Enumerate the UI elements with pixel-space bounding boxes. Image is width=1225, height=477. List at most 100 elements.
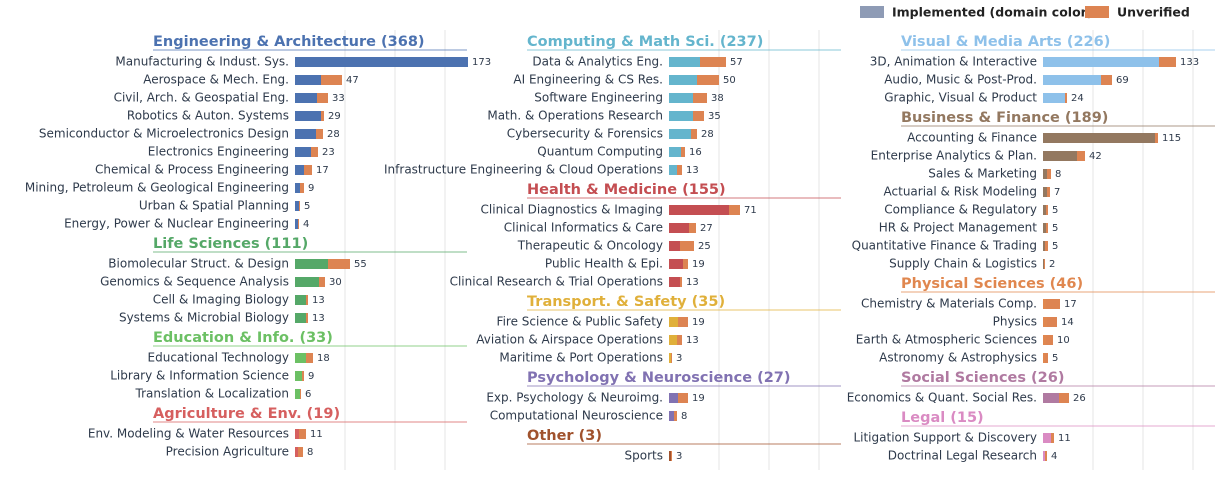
bar-unverified (298, 219, 299, 229)
total-label: 19 (692, 393, 705, 404)
category-label: Systems & Microbial Biology (119, 311, 289, 325)
category-label: Translation & Localization (135, 387, 289, 401)
total-label: 19 (692, 317, 705, 328)
bar-unverified (311, 147, 318, 157)
total-label: 3 (676, 451, 682, 462)
bar-implemented (295, 313, 306, 323)
category-label: Accounting & Finance (907, 131, 1037, 145)
total-label: 9 (308, 371, 314, 382)
category-label: Public Health & Epi. (545, 257, 663, 271)
total-label: 25 (698, 241, 711, 252)
bar-implemented (1043, 205, 1046, 215)
category-label: Computational Neuroscience (490, 409, 663, 423)
bar-implemented (295, 111, 321, 121)
bar-implemented (669, 317, 678, 327)
bar-unverified (304, 165, 312, 175)
total-label: 13 (686, 335, 699, 346)
category-label: Manufacturing & Indust. Sys. (115, 55, 289, 69)
total-label: 47 (346, 75, 359, 86)
bar-implemented (295, 353, 306, 363)
bar-unverified (689, 223, 696, 233)
bar-implemented (669, 411, 674, 421)
total-label: 115 (1162, 133, 1181, 144)
bar-implemented (669, 147, 681, 157)
bar-implemented (295, 371, 302, 381)
group-title: Life Sciences (111) (153, 236, 308, 252)
bar-implemented (1043, 299, 1046, 309)
total-label: 133 (1180, 57, 1199, 68)
bar-unverified (693, 111, 704, 121)
bar-implemented (669, 57, 700, 67)
category-label: Exp. Psychology & Neuroimg. (486, 391, 663, 405)
category-label: Supply Chain & Logistics (889, 257, 1037, 271)
bar-implemented (295, 201, 299, 211)
total-label: 27 (700, 223, 713, 234)
bar-unverified (1046, 299, 1060, 309)
total-label: 69 (1116, 75, 1129, 86)
bar-unverified (677, 165, 682, 175)
bar-implemented (669, 93, 693, 103)
category-label: Software Engineering (534, 91, 663, 105)
bar-unverified (1044, 259, 1045, 269)
category-label: Fire Science & Public Safety (497, 315, 663, 329)
category-label: Chemistry & Materials Comp. (861, 297, 1037, 311)
bar-implemented (1043, 353, 1045, 363)
bar-unverified (1159, 57, 1176, 67)
legend-swatch (860, 6, 884, 18)
category-label: Cybersecurity & Forensics (507, 127, 663, 141)
group-title: Legal (15) (901, 410, 984, 426)
bar-implemented (669, 223, 689, 233)
bar-implemented (669, 111, 693, 121)
total-label: 13 (312, 295, 325, 306)
bar-implemented (1043, 393, 1059, 403)
bar-implemented (669, 335, 677, 345)
category-label: Economics & Quant. Social Res. (847, 391, 1037, 405)
category-label: Math. & Operations Research (487, 109, 663, 123)
bar-unverified (677, 335, 682, 345)
category-label: Energy, Power & Nuclear Engineering (64, 217, 289, 231)
category-label: Semiconductor & Microelectronics Design (39, 127, 289, 141)
category-label: Astronomy & Astrophysics (879, 351, 1037, 365)
bar-implemented (295, 183, 300, 193)
bar-implemented (1043, 335, 1046, 345)
bar-unverified (697, 75, 719, 85)
category-label: Library & Information Science (110, 369, 289, 383)
bar-implemented (295, 93, 317, 103)
bar-unverified (319, 277, 325, 287)
group-title: Other (3) (527, 428, 602, 444)
bar-unverified (1051, 433, 1054, 443)
total-label: 23 (322, 147, 335, 158)
bar-implemented (1043, 57, 1159, 67)
category-label: 3D, Animation & Interactive (870, 55, 1037, 69)
group-title: Social Sciences (26) (901, 370, 1064, 386)
category-label: Infrastructure Engineering & Cloud Opera… (384, 163, 663, 177)
category-label: Enterprise Analytics & Plan. (871, 149, 1037, 163)
group-title: Health & Medicine (155) (527, 182, 726, 198)
bar-implemented (295, 57, 468, 67)
bar-implemented (295, 429, 299, 439)
bar-implemented (295, 277, 319, 287)
category-label: Compliance & Regulatory (884, 203, 1037, 217)
bar-unverified (1045, 241, 1048, 251)
bar-unverified (674, 411, 677, 421)
total-label: 8 (681, 411, 687, 422)
category-label: Env. Modeling & Water Resources (88, 427, 289, 441)
bar-implemented (295, 295, 306, 305)
bar-implemented (1043, 259, 1044, 269)
bar-unverified (1101, 75, 1112, 85)
category-label: Physics (993, 315, 1037, 329)
category-label: Aerospace & Mech. Eng. (143, 73, 289, 87)
total-label: 33 (332, 93, 345, 104)
bar-implemented (669, 205, 729, 215)
category-label: Quantitative Finance & Trading (852, 239, 1037, 253)
total-label: 28 (327, 129, 340, 140)
category-label: Therapeutic & Oncology (517, 239, 663, 253)
bar-implemented (1043, 75, 1101, 85)
bar-implemented (669, 451, 671, 461)
legend-label: Implemented (domain color) (892, 5, 1093, 20)
total-label: 13 (686, 277, 699, 288)
category-label: Graphic, Visual & Product (884, 91, 1037, 105)
total-label: 4 (1051, 451, 1057, 462)
bar-unverified (306, 353, 313, 363)
category-label: Robotics & Auton. Systems (127, 109, 289, 123)
